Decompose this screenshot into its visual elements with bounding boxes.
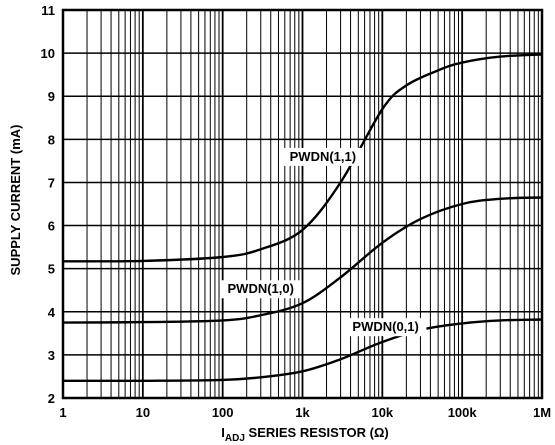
- series-label-background: [344, 318, 427, 337]
- series-label-background: [282, 147, 364, 166]
- x-tick-label: 100: [212, 405, 234, 420]
- series-label-0: PWDN(1,1): [290, 149, 356, 164]
- series-label-background: [219, 280, 302, 299]
- y-tick-label: 2: [48, 391, 55, 406]
- y-axis-label: SUPPLY CURRENT (mA): [8, 125, 23, 276]
- x-tick-label: 1: [59, 405, 66, 420]
- y-tick-label: 9: [48, 89, 55, 104]
- series-label-1: PWDN(1,0): [228, 281, 294, 296]
- plot-frame: [61, 8, 544, 400]
- x-axis-tick-labels: 1 10 100 1k 10k 100k 1M: [59, 405, 551, 420]
- x-axis-label-main: I: [221, 425, 225, 440]
- x-axis-label-subscript: ADJ: [225, 433, 245, 444]
- y-tick-label: 3: [48, 348, 55, 363]
- x-tick-label: 10: [136, 405, 150, 420]
- y-tick-label: 7: [48, 175, 55, 190]
- y-tick-label: 5: [48, 262, 55, 277]
- x-tick-label: 100k: [448, 405, 478, 420]
- x-axis-label: IADJ SERIES RESISTOR (Ω): [221, 425, 388, 444]
- y-tick-label: 4: [48, 305, 56, 320]
- series-line-2: [62, 318, 543, 383]
- x-tick-label: 1k: [295, 405, 310, 420]
- y-tick-label: 6: [48, 219, 55, 234]
- y-axis-tick-labels: 2 3 4 5 6 7 8 9 10 11: [41, 3, 56, 406]
- x-tick-label: 10k: [371, 405, 393, 420]
- x-tick-label: 1M: [533, 405, 551, 420]
- y-tick-label: 8: [48, 132, 55, 147]
- series-line-1: [62, 196, 543, 324]
- series-labels: PWDN(1,1) PWDN(1,0) PWDN(0,1): [219, 147, 427, 337]
- x-axis-label-rest: SERIES RESISTOR (Ω): [245, 425, 389, 440]
- grid: [63, 10, 542, 398]
- series-label-2: PWDN(0,1): [352, 319, 418, 334]
- y-tick-label: 11: [41, 3, 55, 18]
- y-tick-label: 10: [41, 46, 55, 61]
